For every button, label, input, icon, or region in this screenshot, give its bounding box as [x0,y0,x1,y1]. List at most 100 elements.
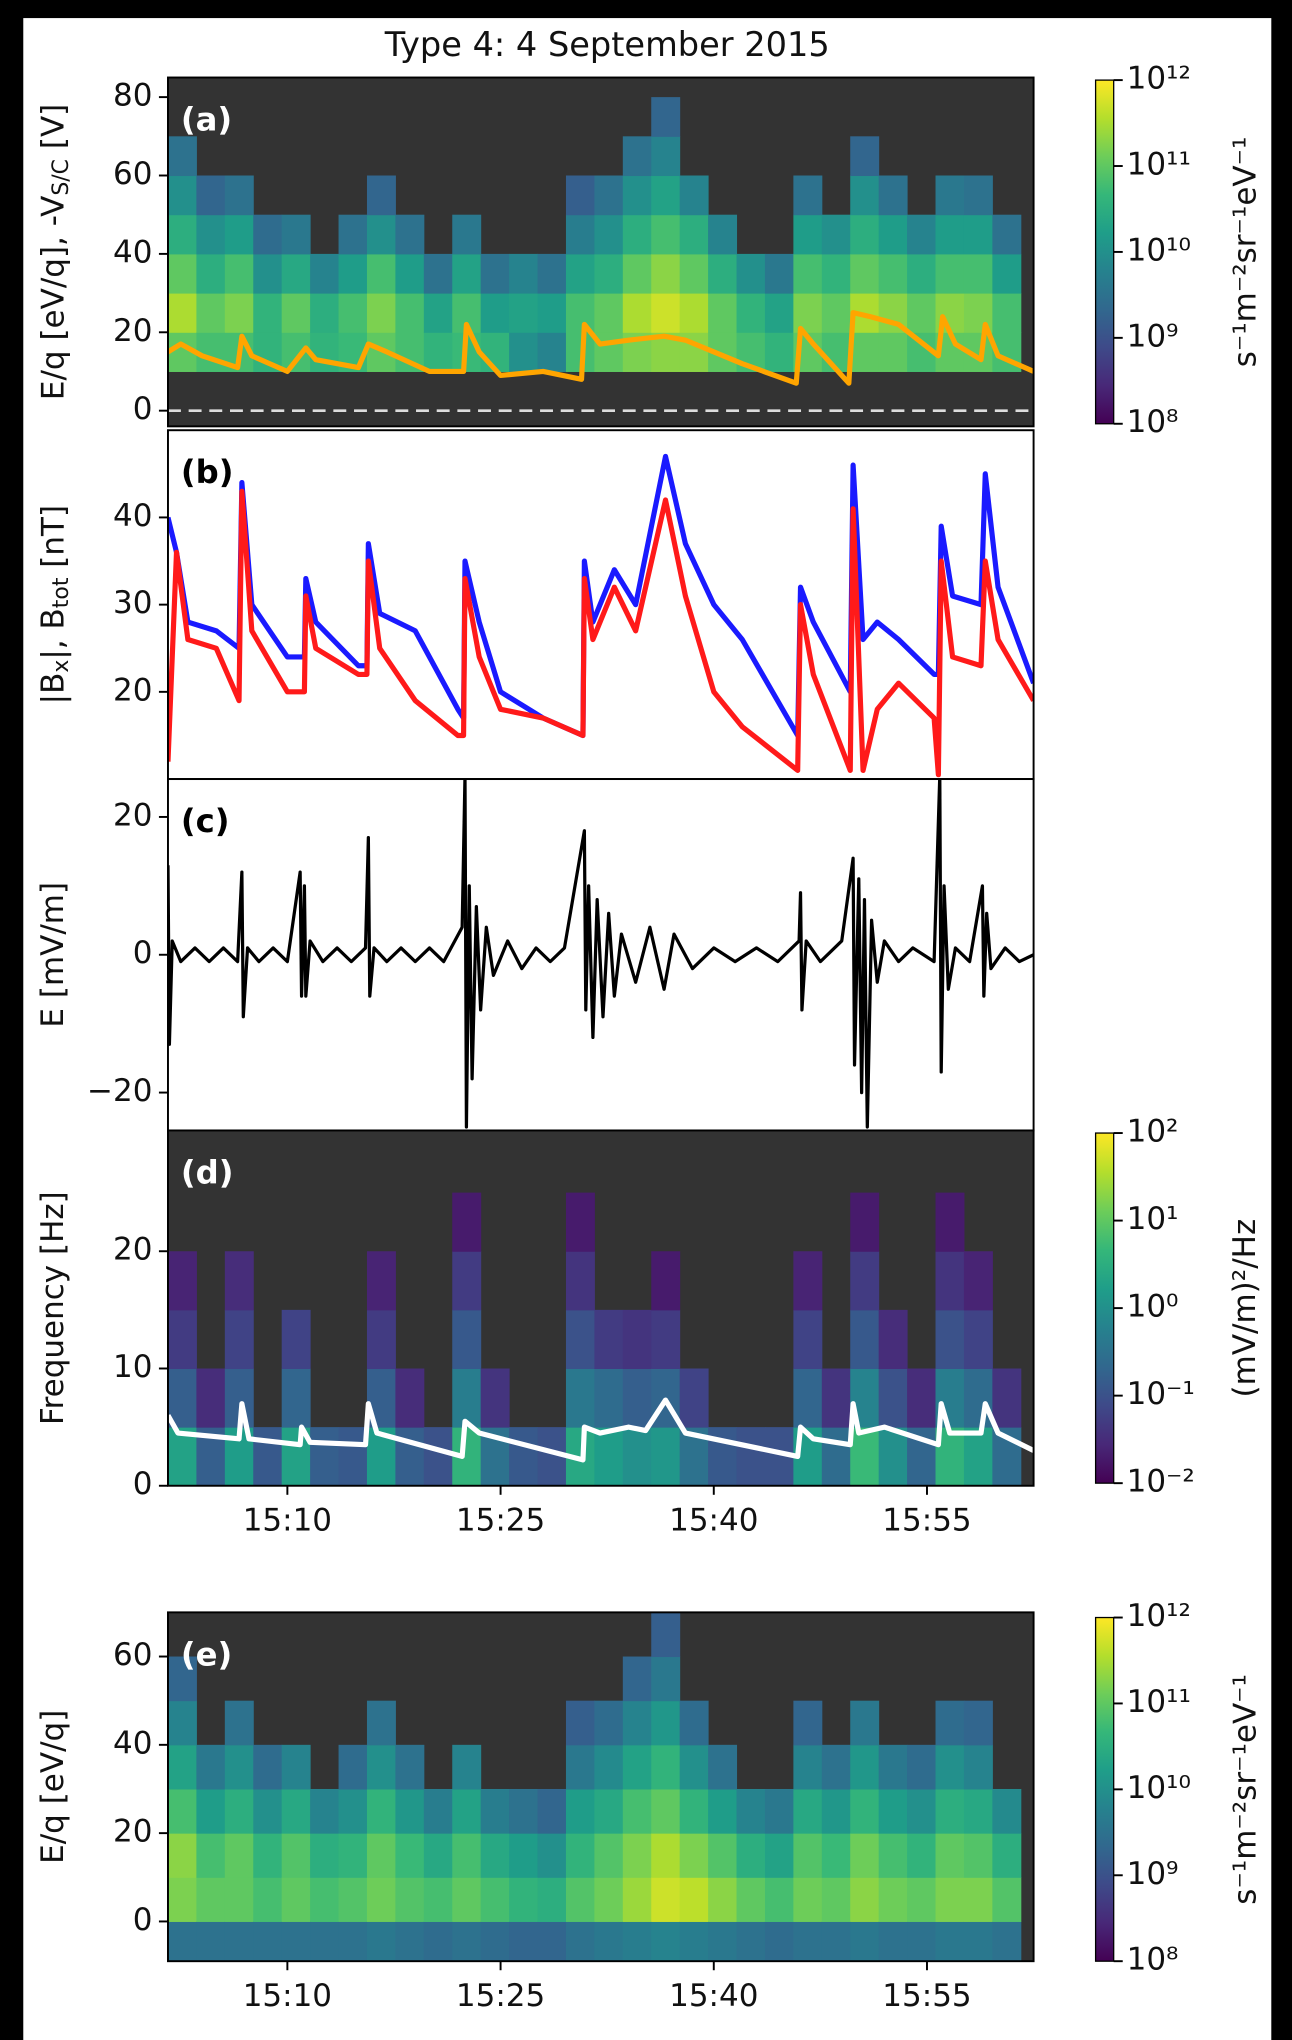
heatmap-cell [622,175,652,216]
heatmap-cell [793,253,823,294]
heatmap-cell [878,1788,908,1834]
heatmap-cell [594,1744,624,1790]
heatmap-cell [224,293,254,333]
heatmap-cell [622,1368,652,1428]
heatmap-cell [565,1921,595,1962]
heatmap-cell [480,1788,510,1834]
heatmap-cell [253,1788,283,1834]
heatmap-cell [196,175,226,216]
heatmap-cell [651,214,681,255]
heatmap-cell [793,1368,823,1428]
heatmap-cell [537,253,567,294]
heatmap-cell [679,293,709,333]
heatmap-cell [565,1877,595,1922]
heatmap-cell [452,1833,482,1878]
heatmap-cell [452,1877,482,1922]
heatmap-cell [651,136,681,177]
heatmap-cell [878,214,908,255]
heatmap-cell [963,1427,993,1486]
heatmap-cell [253,1744,283,1790]
heatmap-cell [366,1744,396,1790]
heatmap-cell [651,1744,681,1790]
y-tick-label: −20 [87,1073,152,1109]
y-axis-label: |Bx|, Btot [nT] [35,505,74,704]
heatmap-cell [452,214,482,255]
heatmap-cell [565,1192,595,1252]
heatmap-cell [622,1833,652,1878]
heatmap-cell [850,1921,880,1962]
heatmap-cell [366,1833,396,1878]
heatmap-cell [622,1309,652,1370]
colorbar-tick-label: 10¹¹ [1127,1684,1191,1720]
heatmap-cell [821,253,851,294]
heatmap-cell [509,332,539,372]
heatmap-cell [907,1744,937,1790]
colorbar-tick-label: 10⁹ [1127,1856,1179,1892]
heatmap-cell [452,1309,482,1370]
y-tick-label: 20 [113,313,152,349]
y-tick-label: 10 [113,1349,152,1385]
y-axis-label: Frequency [Hz] [35,1191,71,1425]
plot-area [167,779,1034,1129]
heatmap-cell [366,1921,396,1962]
heatmap-cell [537,1877,567,1922]
heatmap-cell [708,1427,738,1486]
series-line [167,488,1034,778]
heatmap-cell [878,1309,908,1370]
heatmap-cell [679,214,709,255]
heatmap-cell [992,1877,1022,1922]
heatmap-cell [793,1309,823,1370]
heatmap-cell [452,1192,482,1252]
heatmap-cell [651,1251,681,1311]
heatmap-cell [679,175,709,216]
heatmap-cell [565,175,595,216]
heatmap-cell [594,1427,624,1486]
y-axis-label: E [mV/m] [35,882,71,1028]
heatmap-cell [651,1427,681,1486]
heatmap-cell [167,175,197,216]
heatmap-cell [992,293,1022,333]
heatmap-cell [565,1833,595,1878]
y-axis-label-part: |, B [35,608,71,659]
heatmap-cell [167,1788,197,1834]
heatmap-cell [509,1427,539,1486]
heatmap-cell [793,1251,823,1311]
heatmap-cell [366,1251,396,1311]
heatmap-cell [253,214,283,255]
heatmap-cell [821,1427,851,1486]
y-axis-label-part: [nT] [35,505,71,578]
heatmap-cell [224,1744,254,1790]
heatmap-cell [565,214,595,255]
heatmap-cell [537,1921,567,1962]
heatmap-cell [850,136,880,177]
colorbar-tick-label: 10² [1127,1114,1179,1150]
heatmap-cell [651,293,681,333]
heatmap-cell [594,214,624,255]
heatmap-cell [395,253,425,294]
plot-area [167,1192,1034,1486]
heatmap-cell [850,1700,880,1746]
heatmap-cell [253,293,283,333]
heatmap-cell [992,1833,1022,1878]
heatmap-cell [167,1921,197,1962]
heatmap-cell [395,1427,425,1486]
heatmap-cell [907,1368,937,1428]
heatmap-cell [907,1921,937,1962]
y-axis-label: E/q [eV/q] [35,1710,71,1864]
heatmap-cell [452,1744,482,1790]
heatmap-cell [821,1833,851,1878]
heatmap-cell [281,253,311,294]
heatmap-cell [850,1744,880,1790]
series-line [167,310,1034,386]
heatmap-cell [253,1921,283,1962]
heatmap-cell [850,253,880,294]
panel-label: (c) [181,802,230,840]
colorbar-tick-label: 10¹² [1127,61,1191,97]
y-axis-label-subscript: S/C [49,159,74,196]
heatmap-cell [963,1877,993,1922]
heatmap-cell [338,1744,368,1790]
heatmap-cell [651,1656,681,1702]
heatmap-cell [935,253,965,294]
heatmap-cell [366,253,396,294]
heatmap-cell [196,1833,226,1878]
